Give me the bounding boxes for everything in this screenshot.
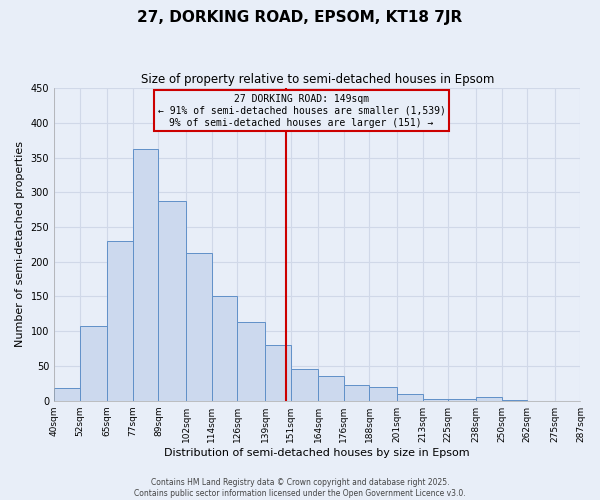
Text: 27 DORKING ROAD: 149sqm
← 91% of semi-detached houses are smaller (1,539)
9% of : 27 DORKING ROAD: 149sqm ← 91% of semi-de… bbox=[158, 94, 445, 128]
Bar bbox=[238, 322, 265, 400]
Bar bbox=[290, 370, 319, 400]
Y-axis label: Number of semi-detached properties: Number of semi-detached properties bbox=[15, 142, 25, 348]
Bar bbox=[476, 397, 502, 400]
Bar bbox=[186, 254, 212, 400]
Text: Contains HM Land Registry data © Crown copyright and database right 2025.
Contai: Contains HM Land Registry data © Crown c… bbox=[134, 478, 466, 498]
X-axis label: Distribution of semi-detached houses by size in Epsom: Distribution of semi-detached houses by … bbox=[164, 448, 470, 458]
Bar bbox=[397, 394, 423, 400]
Bar bbox=[54, 388, 80, 400]
Bar bbox=[212, 296, 238, 401]
Bar bbox=[344, 384, 370, 400]
Bar bbox=[370, 387, 397, 400]
Bar bbox=[80, 326, 107, 400]
Bar bbox=[265, 345, 290, 401]
Bar bbox=[158, 202, 186, 400]
Bar bbox=[107, 241, 133, 400]
Title: Size of property relative to semi-detached houses in Epsom: Size of property relative to semi-detach… bbox=[140, 72, 494, 86]
Bar bbox=[133, 148, 158, 400]
Text: 27, DORKING ROAD, EPSOM, KT18 7JR: 27, DORKING ROAD, EPSOM, KT18 7JR bbox=[137, 10, 463, 25]
Bar bbox=[319, 376, 344, 400]
